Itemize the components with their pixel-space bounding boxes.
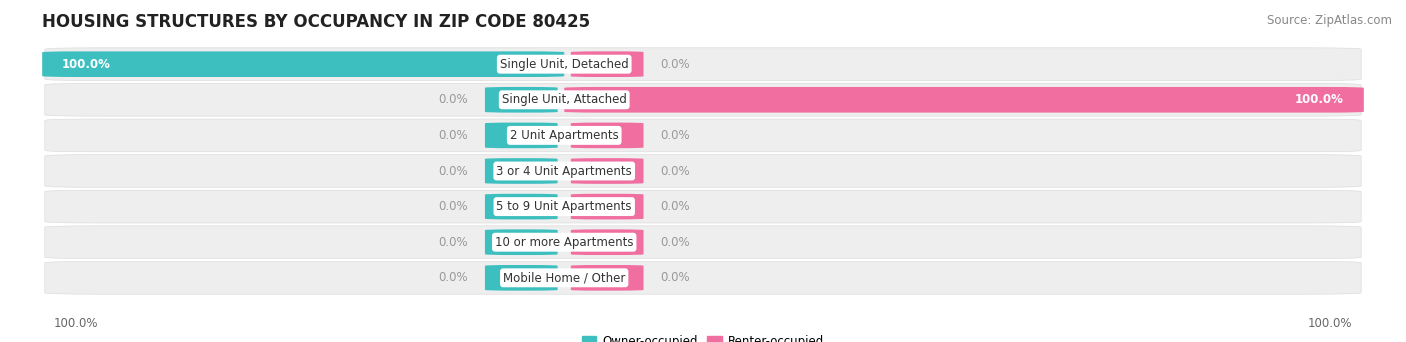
FancyBboxPatch shape bbox=[571, 51, 644, 77]
Text: Source: ZipAtlas.com: Source: ZipAtlas.com bbox=[1267, 14, 1392, 27]
FancyBboxPatch shape bbox=[45, 190, 1361, 223]
Text: 0.0%: 0.0% bbox=[439, 165, 468, 177]
Text: 100.0%: 100.0% bbox=[1308, 317, 1353, 330]
Text: Single Unit, Attached: Single Unit, Attached bbox=[502, 93, 627, 106]
FancyBboxPatch shape bbox=[45, 48, 1361, 81]
Text: 0.0%: 0.0% bbox=[439, 271, 468, 284]
FancyBboxPatch shape bbox=[45, 155, 1361, 187]
Text: 5 to 9 Unit Apartments: 5 to 9 Unit Apartments bbox=[496, 200, 631, 213]
FancyBboxPatch shape bbox=[571, 122, 644, 148]
FancyBboxPatch shape bbox=[45, 83, 1361, 116]
Text: 0.0%: 0.0% bbox=[661, 271, 690, 284]
Text: Single Unit, Detached: Single Unit, Detached bbox=[501, 58, 628, 71]
Text: 0.0%: 0.0% bbox=[661, 129, 690, 142]
Text: 0.0%: 0.0% bbox=[661, 200, 690, 213]
Text: 0.0%: 0.0% bbox=[661, 165, 690, 177]
Text: 3 or 4 Unit Apartments: 3 or 4 Unit Apartments bbox=[496, 165, 633, 177]
Text: 100.0%: 100.0% bbox=[53, 317, 98, 330]
FancyBboxPatch shape bbox=[45, 261, 1361, 294]
FancyBboxPatch shape bbox=[485, 158, 558, 184]
FancyBboxPatch shape bbox=[571, 229, 644, 255]
Text: 0.0%: 0.0% bbox=[439, 200, 468, 213]
FancyBboxPatch shape bbox=[564, 87, 1364, 113]
FancyBboxPatch shape bbox=[571, 158, 644, 184]
FancyBboxPatch shape bbox=[571, 265, 644, 291]
FancyBboxPatch shape bbox=[42, 51, 564, 77]
Legend: Owner-occupied, Renter-occupied: Owner-occupied, Renter-occupied bbox=[578, 330, 828, 342]
Text: 10 or more Apartments: 10 or more Apartments bbox=[495, 236, 634, 249]
Text: 100.0%: 100.0% bbox=[62, 58, 111, 71]
FancyBboxPatch shape bbox=[485, 122, 558, 148]
Text: HOUSING STRUCTURES BY OCCUPANCY IN ZIP CODE 80425: HOUSING STRUCTURES BY OCCUPANCY IN ZIP C… bbox=[42, 13, 591, 31]
FancyBboxPatch shape bbox=[45, 226, 1361, 259]
FancyBboxPatch shape bbox=[485, 229, 558, 255]
Text: 100.0%: 100.0% bbox=[1295, 93, 1344, 106]
FancyBboxPatch shape bbox=[45, 119, 1361, 152]
FancyBboxPatch shape bbox=[485, 265, 558, 291]
FancyBboxPatch shape bbox=[485, 87, 558, 113]
Text: 2 Unit Apartments: 2 Unit Apartments bbox=[510, 129, 619, 142]
FancyBboxPatch shape bbox=[485, 194, 558, 220]
Text: 0.0%: 0.0% bbox=[439, 93, 468, 106]
FancyBboxPatch shape bbox=[571, 194, 644, 220]
Text: 0.0%: 0.0% bbox=[661, 58, 690, 71]
Text: 0.0%: 0.0% bbox=[661, 236, 690, 249]
Text: 0.0%: 0.0% bbox=[439, 129, 468, 142]
Text: 0.0%: 0.0% bbox=[439, 236, 468, 249]
Text: Mobile Home / Other: Mobile Home / Other bbox=[503, 271, 626, 284]
